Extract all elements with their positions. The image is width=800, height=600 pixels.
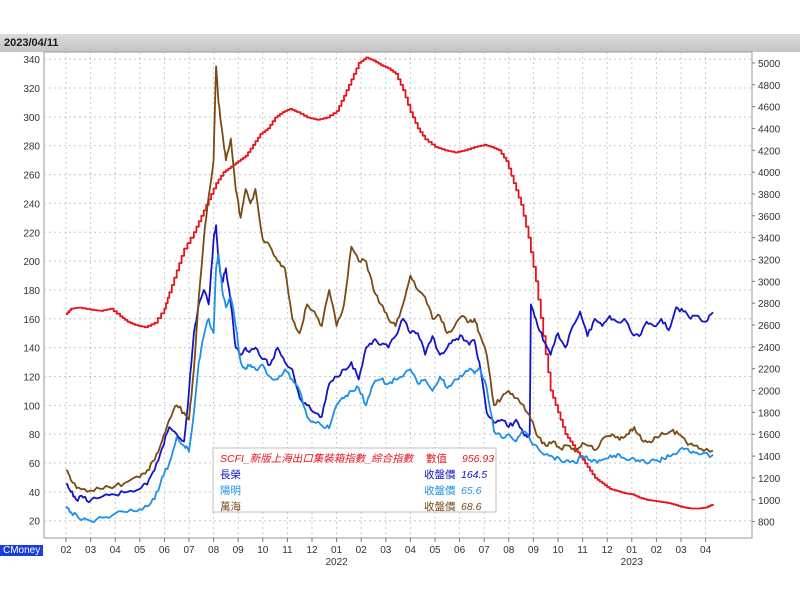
cmoney-credit: CMoney	[0, 545, 44, 556]
right-tick-label: 2200	[758, 365, 781, 376]
x-tick-label: 11	[282, 545, 293, 556]
x-tick-label: 08	[503, 545, 515, 556]
series-line-3	[65, 65, 714, 493]
left-tick-label: 280	[23, 142, 40, 153]
series-line-2	[65, 253, 714, 524]
x-tick-label: 08	[208, 545, 220, 556]
legend-value: 68.6	[461, 501, 482, 513]
right-y-axis: 800 1000 1200 1400 1600 1800 2000 2200 2400 2600 2…	[752, 59, 781, 529]
right-tick-label: 1600	[758, 430, 781, 441]
right-tick-label: 2600	[758, 321, 781, 332]
x-tick-label: 05	[134, 545, 146, 556]
x-tick-label: 07	[183, 545, 195, 556]
right-tick-label: 3000	[758, 277, 781, 288]
x-tick-label: 04	[700, 545, 712, 556]
title-bar	[0, 34, 800, 52]
x-tick-label: 12	[602, 545, 614, 556]
right-tick-label: 1400	[758, 452, 781, 463]
legend-value: 956.93	[462, 453, 494, 465]
x-tick-label: 07	[479, 545, 491, 556]
x-year-label: 2022	[325, 557, 348, 568]
x-tick-label: 09	[528, 545, 540, 556]
left-tick-label: 180	[23, 286, 40, 297]
legend-entry-name: 長榮	[220, 468, 241, 481]
left-tick-label: 160	[23, 315, 40, 326]
left-tick-label: 140	[23, 344, 40, 355]
left-tick-label: 240	[23, 199, 40, 210]
x-tick-label: 01	[331, 545, 343, 556]
right-tick-label: 4400	[758, 124, 781, 135]
legend-entry-name: SCFI_新版上海出口集裝箱指數_綜合指數	[220, 453, 415, 465]
legend-entry-name: 陽明	[220, 485, 241, 497]
right-tick-label: 1000	[758, 496, 781, 507]
left-tick-label: 80	[29, 430, 41, 441]
x-tick-label: 10	[552, 545, 564, 556]
right-tick-label: 2800	[758, 299, 781, 310]
x-tick-label: 05	[429, 545, 441, 556]
date-label: 2023/04/11	[4, 37, 59, 49]
right-tick-label: 2400	[758, 343, 781, 354]
right-tick-label: 4000	[758, 168, 781, 179]
left-tick-label: 220	[23, 228, 40, 239]
series-layer	[65, 56, 714, 524]
legend-box	[212, 447, 497, 513]
series-line-0	[66, 56, 714, 510]
x-tick-label: 03	[85, 545, 97, 556]
x-tick-label: 10	[257, 545, 269, 556]
x-tick-label: 04	[110, 545, 122, 556]
x-tick-label: 06	[159, 545, 171, 556]
left-tick-label: 300	[23, 113, 40, 124]
right-tick-label: 3600	[758, 212, 781, 223]
right-tick-label: 5000	[758, 59, 781, 70]
right-tick-label: 4200	[758, 146, 781, 157]
x-tick-label: 06	[454, 545, 466, 556]
legend-value-label: 收盤價	[424, 500, 456, 513]
x-tick-label: 01	[626, 545, 638, 556]
right-tick-label: 4800	[758, 81, 781, 92]
legend-value-label: 收盤價	[424, 468, 456, 481]
left-tick-label: 120	[23, 372, 40, 383]
series-line-1	[65, 224, 714, 504]
left-tick-label: 200	[23, 257, 40, 268]
right-tick-label: 1200	[758, 474, 781, 485]
left-y-axis: 20 40 60 80 100 120 140 160 180 200 220 240 260 280 30…	[23, 55, 40, 527]
legend-entry-name: 萬海	[220, 500, 241, 513]
right-tick-label: 800	[758, 518, 775, 529]
right-tick-label: 1800	[758, 408, 781, 419]
x-tick-label: 02	[356, 545, 368, 556]
x-tick-label: 03	[675, 545, 687, 556]
left-tick-label: 100	[23, 401, 40, 412]
left-tick-label: 320	[23, 84, 40, 95]
left-tick-label: 60	[29, 459, 41, 470]
x-tick-label: 02	[651, 545, 663, 556]
x-tick-label: 12	[306, 545, 318, 556]
left-tick-label: 20	[29, 517, 41, 528]
right-tick-label: 4600	[758, 103, 781, 114]
left-tick-label: 340	[23, 55, 40, 66]
x-tick-label: 04	[405, 545, 417, 556]
left-tick-label: 40	[29, 488, 41, 499]
right-tick-label: 3800	[758, 190, 781, 201]
legend-value-label: 收盤價	[424, 484, 456, 497]
x-tick-label: 03	[380, 545, 392, 556]
right-tick-label: 2000	[758, 387, 781, 398]
x-tick-label: 09	[233, 545, 245, 556]
x-tick-label: 02	[60, 545, 72, 556]
right-tick-label: 3400	[758, 234, 781, 245]
left-tick-label: 260	[23, 171, 40, 182]
x-year-label: 2023	[621, 557, 644, 568]
legend-value: 65.6	[461, 485, 482, 497]
legend-value-label: 數值	[426, 452, 447, 465]
legend-value: 164.5	[461, 469, 487, 481]
x-tick-label: 11	[577, 545, 588, 556]
x-axis: 02 03 04 05 06 07 08 09 10 11 12 01 02 03 04 05 06 07 08 09…	[60, 538, 712, 568]
right-tick-label: 3200	[758, 256, 781, 267]
